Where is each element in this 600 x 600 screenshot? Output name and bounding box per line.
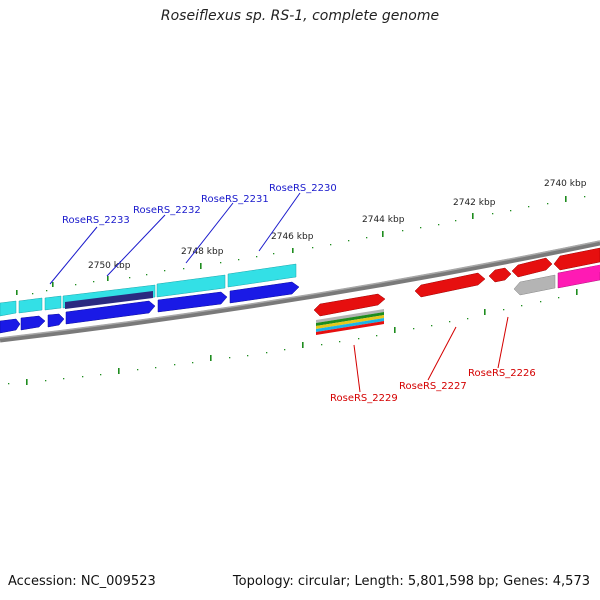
gene-blue-3[interactable] — [47, 313, 65, 328]
gene-grey[interactable] — [513, 274, 556, 296]
red-label-leaders — [353, 316, 509, 393]
gene-red-2228[interactable] — [414, 272, 486, 298]
scale-label-2744: 2744 kbp — [362, 215, 405, 225]
scale-label-2742: 2742 kbp — [453, 198, 496, 208]
genome-summary: Topology: circular; Length: 5,801,598 bp… — [232, 574, 590, 589]
scale-label-2748: 2748 kbp — [181, 247, 224, 257]
gene-blue-1[interactable] — [0, 318, 21, 334]
gene-label-roseRS-2226[interactable]: RoseRS_2226 — [468, 368, 536, 379]
gene-label-roseRS-2230[interactable]: RoseRS_2230 — [269, 183, 337, 194]
gene-red-2229[interactable] — [313, 293, 386, 317]
genome-backbone — [0, 240, 600, 343]
scale-label-2750: 2750 kbp — [88, 261, 131, 271]
outer-scale-ticks — [16, 196, 586, 295]
blue-label-leaders — [49, 192, 301, 285]
map-title: Roseiflexus sp. RS-1, complete genome — [160, 8, 440, 24]
gene-blue-6[interactable] — [229, 281, 300, 304]
gene-blue-2[interactable] — [20, 315, 46, 331]
gene-cyan-2[interactable] — [18, 297, 43, 314]
scale-label-2746: 2746 kbp — [271, 232, 314, 242]
scale-label-2740: 2740 kbp — [544, 179, 587, 189]
gene-label-roseRS-2232[interactable]: RoseRS_2232 — [133, 205, 201, 216]
gene-magenta-top[interactable] — [586, 265, 600, 275]
gene-cyan-3[interactable] — [44, 295, 62, 311]
gene-red-2227[interactable] — [488, 267, 512, 283]
blue-gene-row — [0, 281, 300, 334]
gene-cyan-5[interactable] — [156, 274, 226, 298]
gene-red-2225[interactable] — [553, 247, 600, 271]
red-gene-row — [313, 247, 600, 317]
gene-navy-stripe[interactable] — [65, 291, 153, 309]
gene-red-2226[interactable] — [511, 257, 553, 278]
gene-label-roseRS-2231[interactable]: RoseRS_2231 — [201, 194, 269, 205]
gene-label-roseRS-2233[interactable]: RoseRS_2233 — [62, 215, 130, 226]
gene-label-roseRS-2227[interactable]: RoseRS_2227 — [399, 381, 467, 392]
gene-cyan-6[interactable] — [227, 263, 297, 288]
gene-cyan-1[interactable] — [0, 300, 17, 317]
genome-backbone-highlight — [0, 240, 600, 339]
inner-scale-ticks — [8, 289, 578, 385]
gene-label-roseRS-2229[interactable]: RoseRS_2229 — [330, 393, 398, 404]
annotation-stack-2229 — [316, 309, 384, 335]
gene-blue-4[interactable] — [65, 300, 156, 325]
gene-blue-5[interactable] — [157, 291, 228, 313]
accession-label: Accession: NC_009523 — [8, 574, 156, 589]
